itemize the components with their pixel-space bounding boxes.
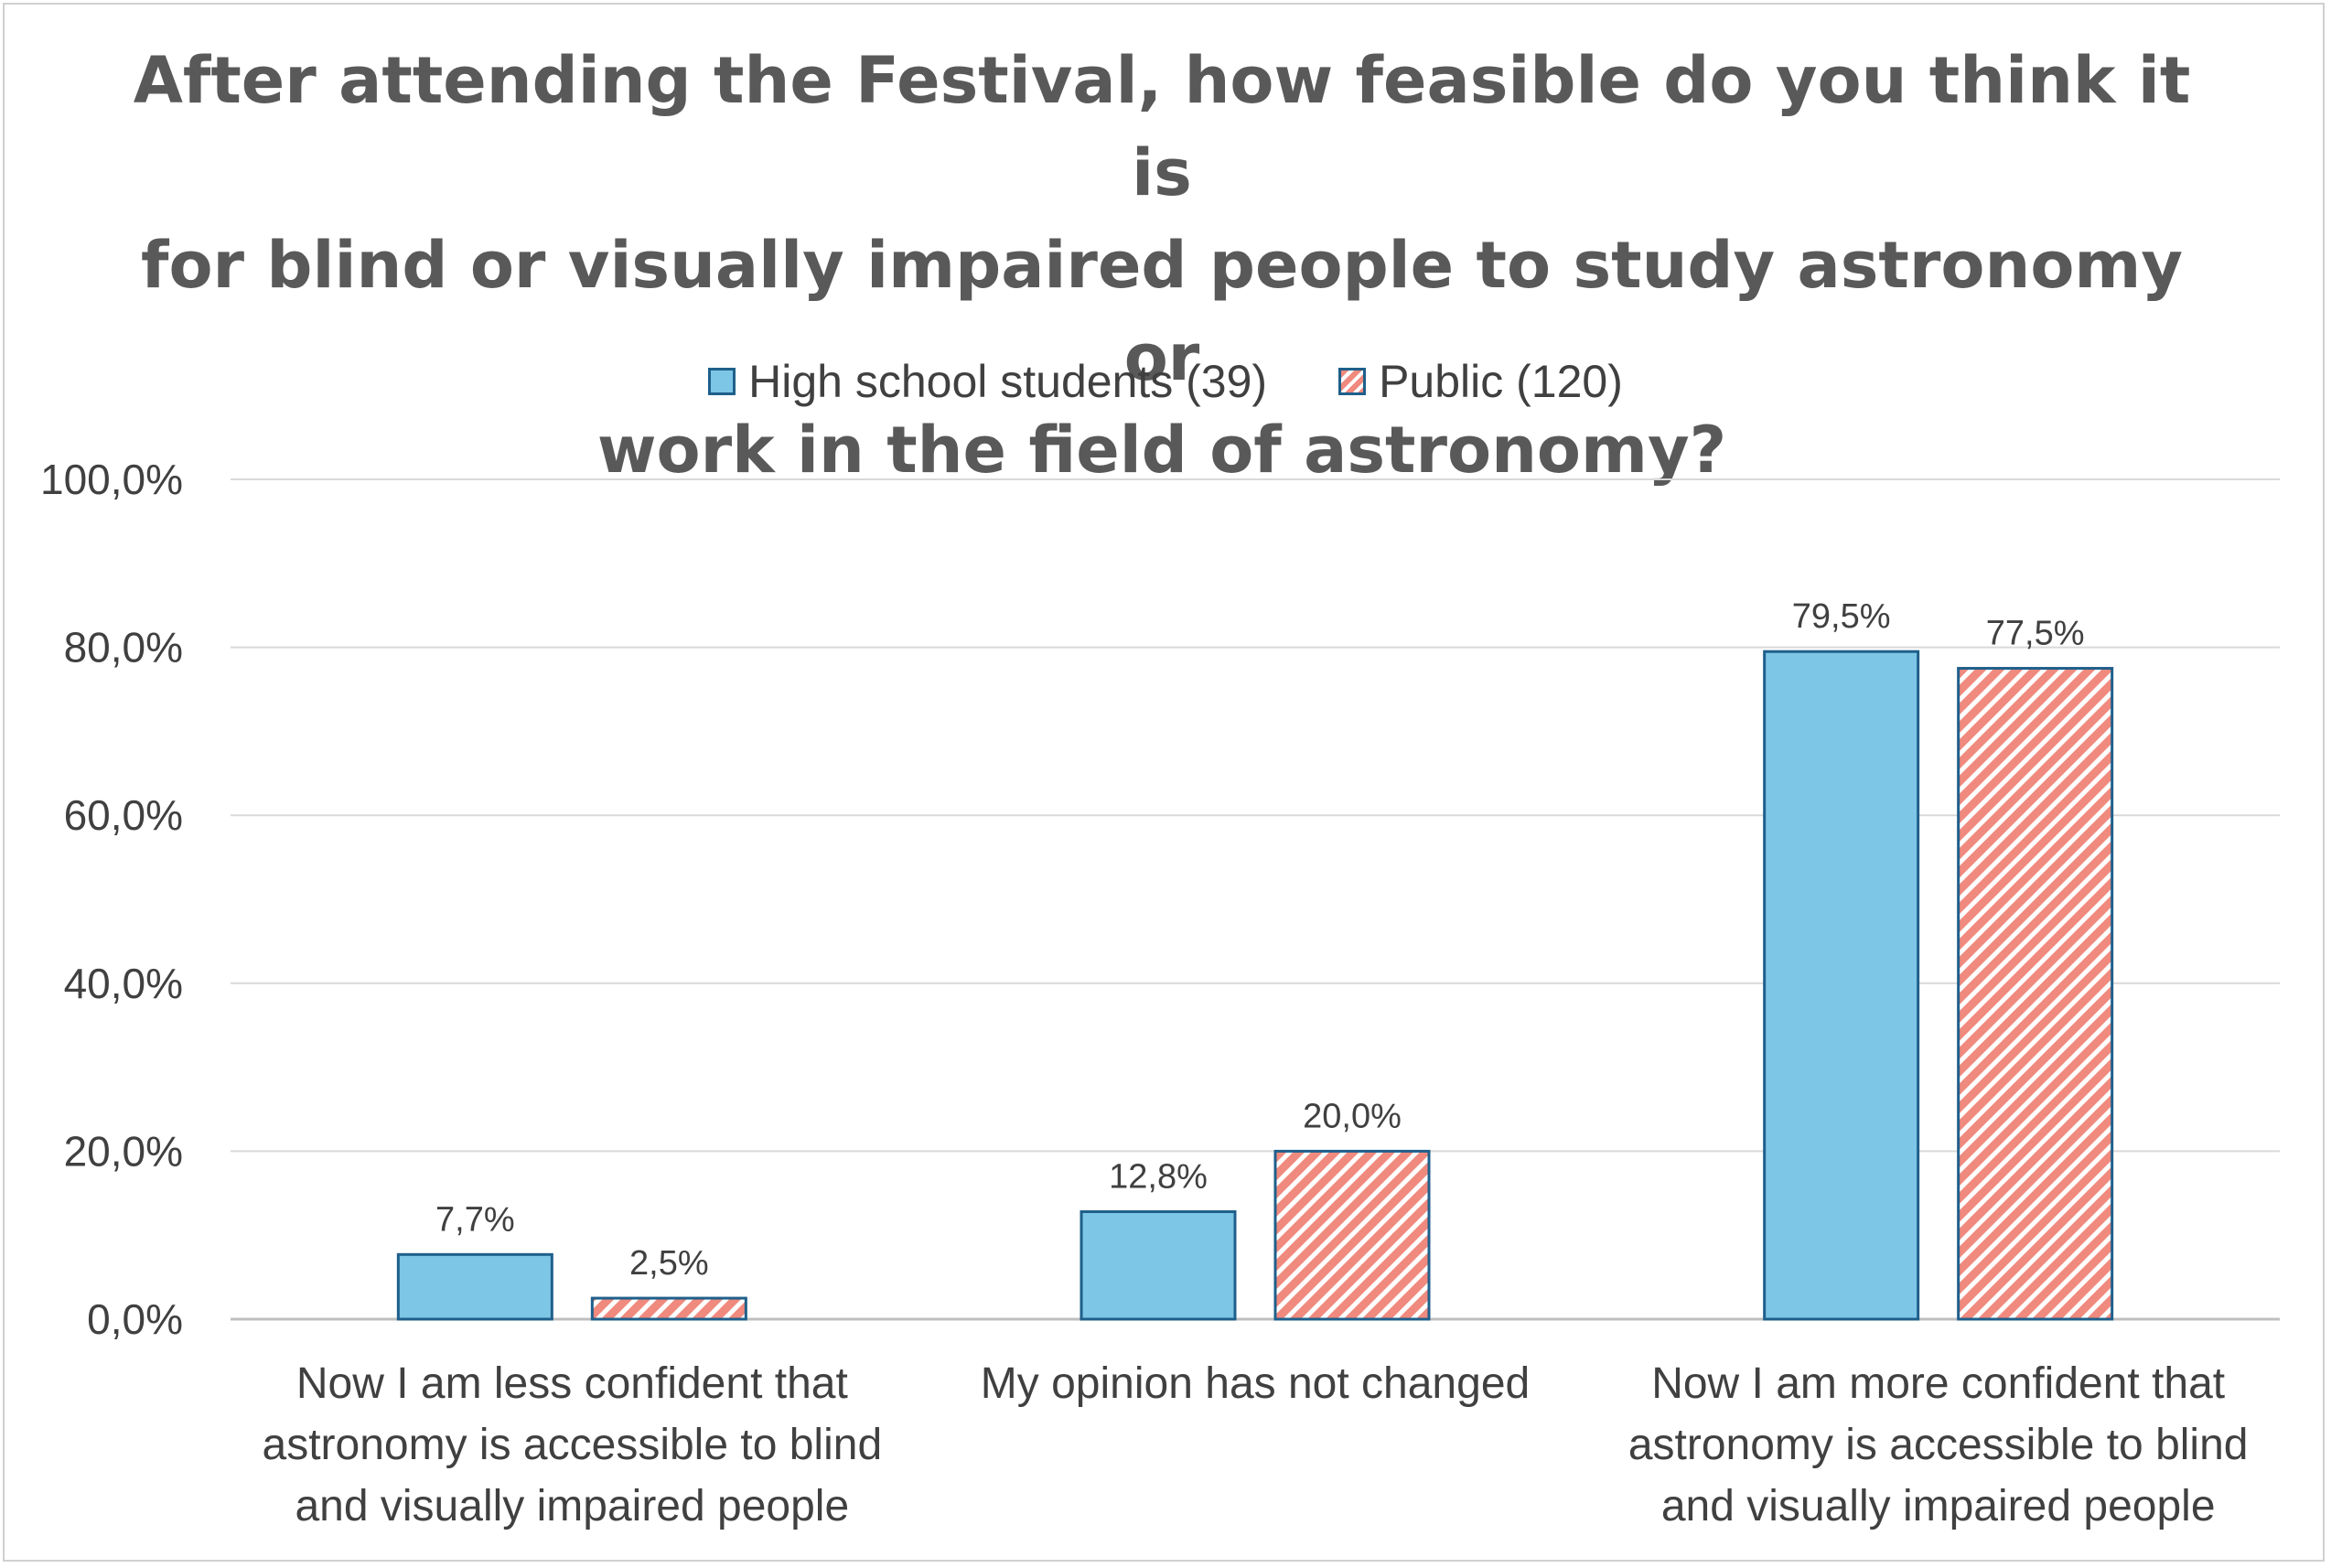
legend-item-high-school: High school students (39) — [708, 355, 1267, 408]
y-tick-label: 40,0% — [64, 960, 183, 1007]
bar-high-school — [1763, 650, 1920, 1321]
x-category-label: Now I am less confident that astronomy is… — [263, 1359, 883, 1530]
legend-swatch-high-school — [708, 368, 736, 395]
data-label-high-school: 12,8% — [1109, 1157, 1208, 1196]
legend-swatch-public — [1338, 368, 1367, 395]
bars — [396, 650, 2114, 1321]
chart-title-line-1: After attending the Festival, how feasib… — [133, 43, 2191, 210]
y-tick-label: 0,0% — [87, 1295, 183, 1343]
x-category-label: Now I am more confident that astronomy is… — [1628, 1359, 2249, 1530]
data-label-public: 77,5% — [1986, 615, 2085, 653]
bar-public — [1273, 1149, 1431, 1321]
bar-high-school — [396, 1252, 553, 1321]
bar-public — [590, 1296, 747, 1321]
x-category-label: My opinion has not changed — [981, 1359, 1530, 1408]
y-tick-label: 80,0% — [64, 624, 183, 671]
chart-title-line-2: for blind or visually impaired people to… — [140, 228, 2183, 395]
grid-lines — [231, 478, 2280, 1321]
chart-legend: High school students (39) Public (120) — [0, 355, 2331, 408]
chart-title: After attending the Festival, how feasib… — [110, 35, 2214, 497]
y-tick-label: 60,0% — [64, 791, 183, 839]
chart-title-line-3: work in the field of astronomy? — [596, 413, 1727, 488]
data-label-high-school: 7,7% — [435, 1200, 515, 1239]
y-tick-label: 20,0% — [64, 1127, 183, 1175]
legend-label-high-school: High school students (39) — [748, 356, 1268, 407]
data-label-public: 20,0% — [1303, 1097, 1402, 1135]
data-label-public: 2,5% — [629, 1244, 709, 1283]
labels: 0,0% 20,0% 40,0% 60,0% 80,0% 100,0% 7,7% 12,8% 7… — [40, 456, 2249, 1530]
legend-item-public: Public (120) — [1338, 355, 1623, 408]
data-label-high-school: 79,5% — [1792, 597, 1891, 636]
bar-public — [1957, 667, 2114, 1321]
y-tick-label: 100,0% — [40, 456, 183, 503]
bar-high-school — [1080, 1209, 1237, 1321]
legend-label-public: Public (120) — [1379, 356, 1623, 407]
